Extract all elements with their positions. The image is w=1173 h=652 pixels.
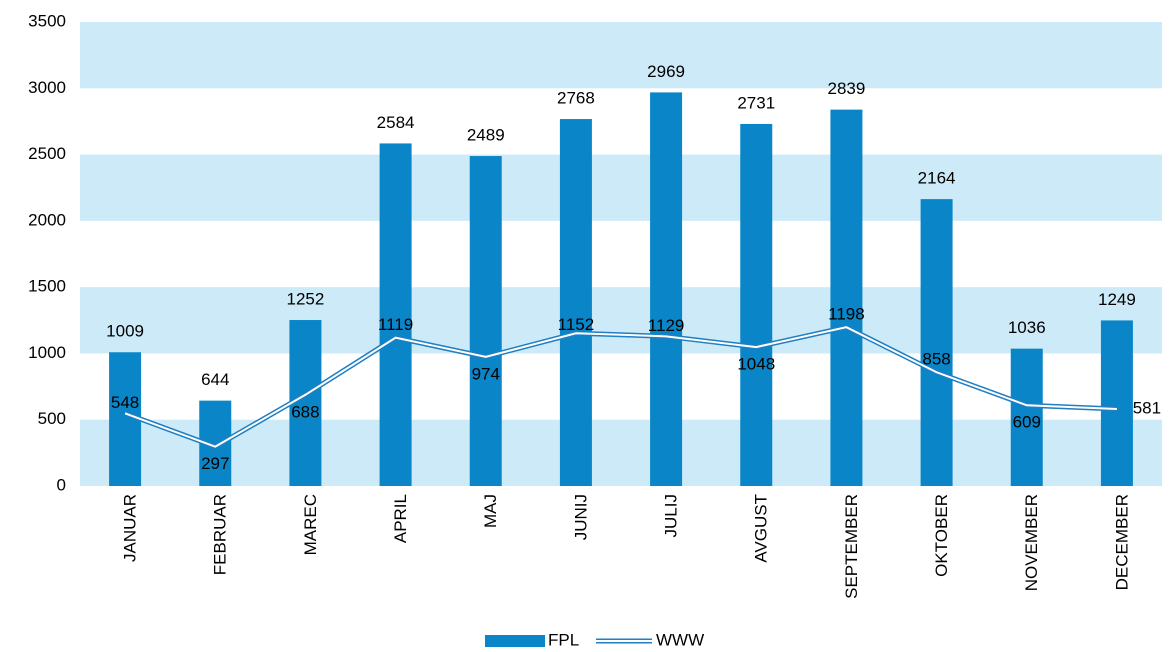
bar-value-label: 1009: [106, 322, 144, 341]
y-tick-label: 500: [38, 409, 66, 428]
x-tick-label: JANUAR: [121, 494, 140, 562]
line-value-label: 297: [201, 454, 229, 473]
line-value-label: 1152: [558, 315, 595, 334]
grid-band: [80, 287, 1162, 354]
bar-value-label: 2584: [377, 113, 415, 132]
x-tick-label: JUNIJ: [571, 494, 590, 540]
x-tick-label: MAREC: [301, 494, 320, 555]
y-tick-label: 2000: [28, 210, 66, 229]
grid-band: [80, 22, 1162, 89]
bar-value-label: 2839: [828, 79, 866, 98]
bar: [469, 156, 502, 486]
line-value-label: 1198: [828, 305, 865, 324]
line-value-label: 1048: [737, 355, 775, 374]
line-value-label: 974: [472, 364, 500, 383]
legend-label: WWW: [656, 630, 704, 649]
bar: [920, 199, 953, 487]
bar: [1100, 320, 1133, 486]
x-tick-label: APRIL: [391, 494, 410, 543]
line-inner: [124, 326, 1117, 448]
legend-label: FPL: [548, 630, 579, 649]
line-value-label: 1119: [378, 315, 413, 334]
bar-value-label: 2731: [737, 93, 775, 112]
bar: [1010, 348, 1043, 486]
line-value-label: 609: [1013, 413, 1041, 432]
x-tick-label: MAJ: [481, 494, 500, 528]
x-tick-label: FEBRUAR: [211, 494, 230, 575]
bar: [650, 92, 683, 486]
grid-band: [80, 419, 1162, 486]
x-tick-label: DECEMBER: [1112, 494, 1131, 590]
bar: [830, 109, 863, 487]
line-value-label: 858: [922, 350, 950, 369]
bar: [740, 123, 773, 487]
bar: [379, 143, 412, 486]
y-tick-label: 1000: [28, 343, 66, 362]
x-tick-label: SEPTEMBER: [842, 494, 861, 599]
legend-swatch: [485, 635, 545, 647]
y-tick-label: 3500: [28, 11, 66, 30]
bar-value-label: 1249: [1098, 290, 1136, 309]
bar: [559, 119, 592, 486]
bar-value-label: 1036: [1008, 318, 1046, 337]
y-tick-label: 0: [57, 475, 66, 494]
grid-band: [80, 154, 1162, 221]
bar-value-label: 2489: [467, 126, 505, 145]
line-value-label: 1129: [648, 316, 685, 335]
x-tick-label: AVGUST: [752, 494, 771, 563]
bar-value-label: 644: [201, 370, 229, 389]
x-tick-label: JULIJ: [662, 494, 681, 537]
bar-value-label: 2164: [918, 169, 956, 188]
bar-value-label: 2969: [647, 62, 685, 81]
line-value-label: 548: [111, 393, 139, 412]
y-tick-label: 1500: [28, 277, 66, 296]
line-value-label: 688: [291, 402, 319, 421]
x-tick-label: NOVEMBER: [1022, 494, 1041, 591]
y-tick-label: 3000: [28, 78, 66, 97]
bar-value-label: 2768: [557, 89, 595, 108]
x-tick-label: OKTOBER: [932, 494, 951, 577]
y-tick-label: 2500: [28, 144, 66, 163]
line-value-label: 581: [1133, 398, 1161, 417]
bar-value-label: 1252: [287, 290, 325, 309]
